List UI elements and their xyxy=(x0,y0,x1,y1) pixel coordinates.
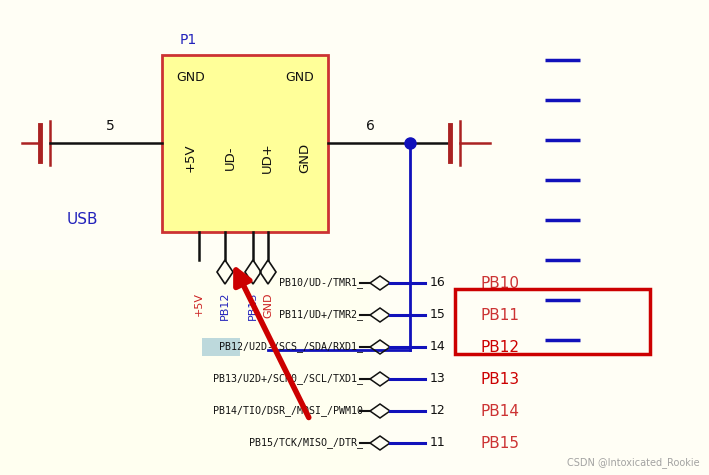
Text: 11: 11 xyxy=(430,437,446,449)
Text: PB11: PB11 xyxy=(480,307,519,323)
Text: 16: 16 xyxy=(430,276,446,289)
Text: PB13: PB13 xyxy=(248,292,258,320)
Bar xyxy=(202,338,240,356)
Text: 5: 5 xyxy=(106,119,114,133)
Text: PB12: PB12 xyxy=(480,340,519,354)
Text: PB14: PB14 xyxy=(480,403,519,418)
Bar xyxy=(162,55,328,232)
Text: GND: GND xyxy=(176,71,205,84)
Bar xyxy=(455,289,650,354)
Text: PB14/TIO/DSR_/MOSI_/PWM10: PB14/TIO/DSR_/MOSI_/PWM10 xyxy=(213,406,363,417)
Text: PB11/UD+/TMR2_: PB11/UD+/TMR2_ xyxy=(279,310,363,321)
Text: PB10: PB10 xyxy=(480,276,519,291)
Text: GND: GND xyxy=(285,71,314,84)
Text: USB: USB xyxy=(66,212,98,228)
Text: UD+: UD+ xyxy=(260,142,274,173)
Text: P1: P1 xyxy=(180,33,197,47)
Text: PB12/U2D-/SCS_/SDA/RXD1_: PB12/U2D-/SCS_/SDA/RXD1_ xyxy=(219,342,363,352)
Text: +5V: +5V xyxy=(184,143,196,172)
Text: PB15: PB15 xyxy=(480,436,519,450)
Text: +5V: +5V xyxy=(194,292,204,316)
Text: 6: 6 xyxy=(366,119,374,133)
Text: 12: 12 xyxy=(430,405,446,418)
Text: PB10/UD-/TMR1_: PB10/UD-/TMR1_ xyxy=(279,277,363,288)
Bar xyxy=(0,270,370,475)
Text: CSDN @Intoxicated_Rookie: CSDN @Intoxicated_Rookie xyxy=(567,457,700,468)
Text: UD-: UD- xyxy=(223,145,237,170)
Text: PB13: PB13 xyxy=(480,371,519,387)
Text: GND: GND xyxy=(298,142,311,173)
Text: PB15/TCK/MISO_/DTR_: PB15/TCK/MISO_/DTR_ xyxy=(249,437,363,448)
Text: 13: 13 xyxy=(430,372,446,386)
Text: GND: GND xyxy=(263,292,273,317)
Text: 15: 15 xyxy=(430,308,446,322)
Text: 14: 14 xyxy=(430,341,446,353)
Text: PB13/U2D+/SCK0_/SCL/TXD1_: PB13/U2D+/SCK0_/SCL/TXD1_ xyxy=(213,373,363,384)
Text: PB12: PB12 xyxy=(220,292,230,321)
